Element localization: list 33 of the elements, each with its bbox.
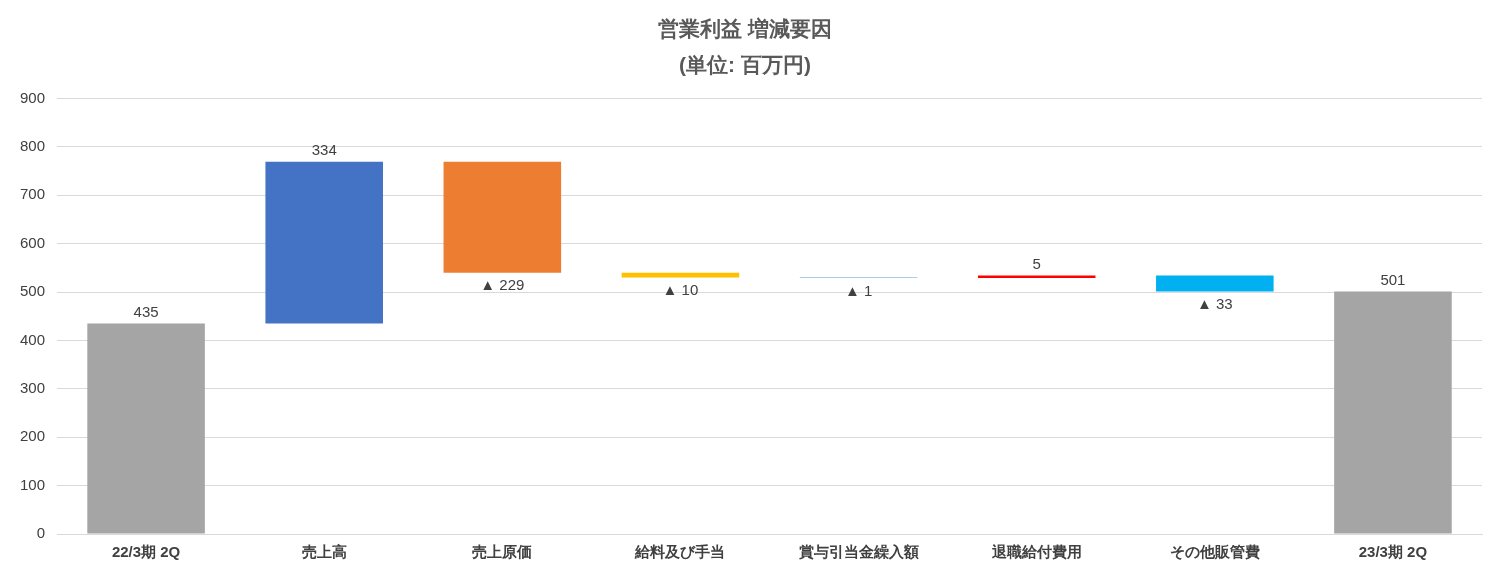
bar [1156,275,1274,292]
data-label: 501 [1380,271,1406,289]
data-label: ▲ 10 [662,281,699,299]
x-tick-label: その他販管費 [1169,543,1260,561]
y-tick-label: 0 [36,524,46,542]
bar [443,161,562,273]
y-tick-label: 700 [20,185,46,203]
y-tick-label: 100 [20,475,46,493]
y-tick-label: 900 [20,88,46,106]
y-tick-label: 400 [20,330,46,348]
chart-title: 営業利益 増減要因 [658,17,832,41]
y-tick-label: 800 [20,136,46,154]
bar [87,323,205,534]
data-label: 334 [311,141,337,159]
chart-subtitle: (単位: 百万円) [679,52,811,76]
data-label: 5 [1032,255,1041,273]
x-tick-label: 23/3期 2Q [1358,543,1428,561]
x-tick-label: 売上原価 [472,543,533,561]
data-label: ▲ 1 [844,281,873,299]
data-label: 435 [133,303,159,321]
x-tick-label: 賞与引当金繰入額 [798,543,919,561]
bar [265,161,383,324]
data-label: ▲ 229 [480,276,525,294]
x-tick-label: 退職給付費用 [990,543,1082,561]
y-tick-label: 300 [20,378,46,396]
bar [1334,291,1452,534]
x-tick-label: 売上高 [301,543,347,561]
x-tick-label: 給料及び手当 [634,543,726,561]
y-tick-label: 600 [20,233,46,251]
y-tick-label: 500 [20,282,46,300]
y-tick-label: 200 [20,427,46,445]
data-label: ▲ 33 [1196,295,1233,313]
x-tick-label: 22/3期 2Q [111,543,181,561]
